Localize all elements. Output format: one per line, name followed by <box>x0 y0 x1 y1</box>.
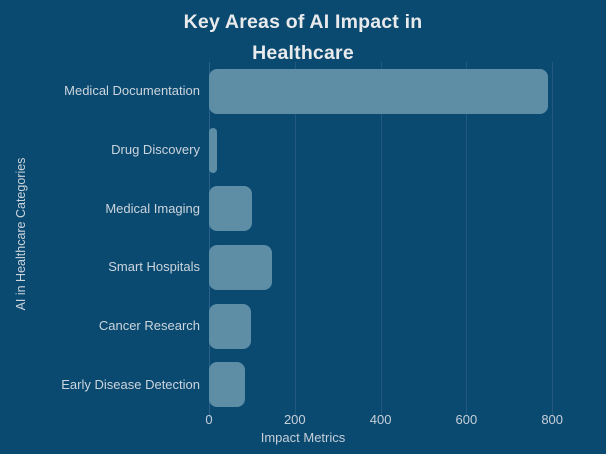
bar-early-disease-detection <box>209 362 246 408</box>
category-label: Medical Imaging <box>105 200 200 216</box>
gridline <box>552 62 554 418</box>
bar-smart-hospitals <box>209 244 272 290</box>
category-label: Smart Hospitals <box>108 259 200 275</box>
category-label: Medical Documentation <box>64 83 200 99</box>
chart-title: Key Areas of AI Impact in Healthcare <box>0 7 606 69</box>
category-label: Early Disease Detection <box>61 376 200 392</box>
category-label: Cancer Research <box>98 318 200 333</box>
plot-area <box>209 62 599 418</box>
x-tick-label: 0 <box>205 412 213 427</box>
gridline <box>466 62 468 418</box>
chart-title-line2: Healthcare <box>252 42 354 64</box>
gridline <box>294 62 296 418</box>
y-axis-label: AI in Healthcare Categories <box>14 157 28 311</box>
bar-drug-discovery <box>209 127 217 173</box>
x-tick-label: 400 <box>369 412 392 427</box>
bar-medical-imaging <box>209 186 252 232</box>
x-tick-label: 800 <box>541 412 564 427</box>
bar-cancer-research <box>209 303 252 349</box>
category-label: Drug Discovery <box>111 142 200 157</box>
x-tick-label: 200 <box>283 412 306 427</box>
x-tick-label: 600 <box>455 412 478 427</box>
bar-medical-documentation <box>209 68 548 114</box>
x-axis-label: Impact Metrics <box>260 430 346 445</box>
zero-axis-line <box>209 62 210 418</box>
gridline <box>380 62 382 418</box>
chart-title-line1: Key Areas of AI Impact in <box>183 11 423 33</box>
